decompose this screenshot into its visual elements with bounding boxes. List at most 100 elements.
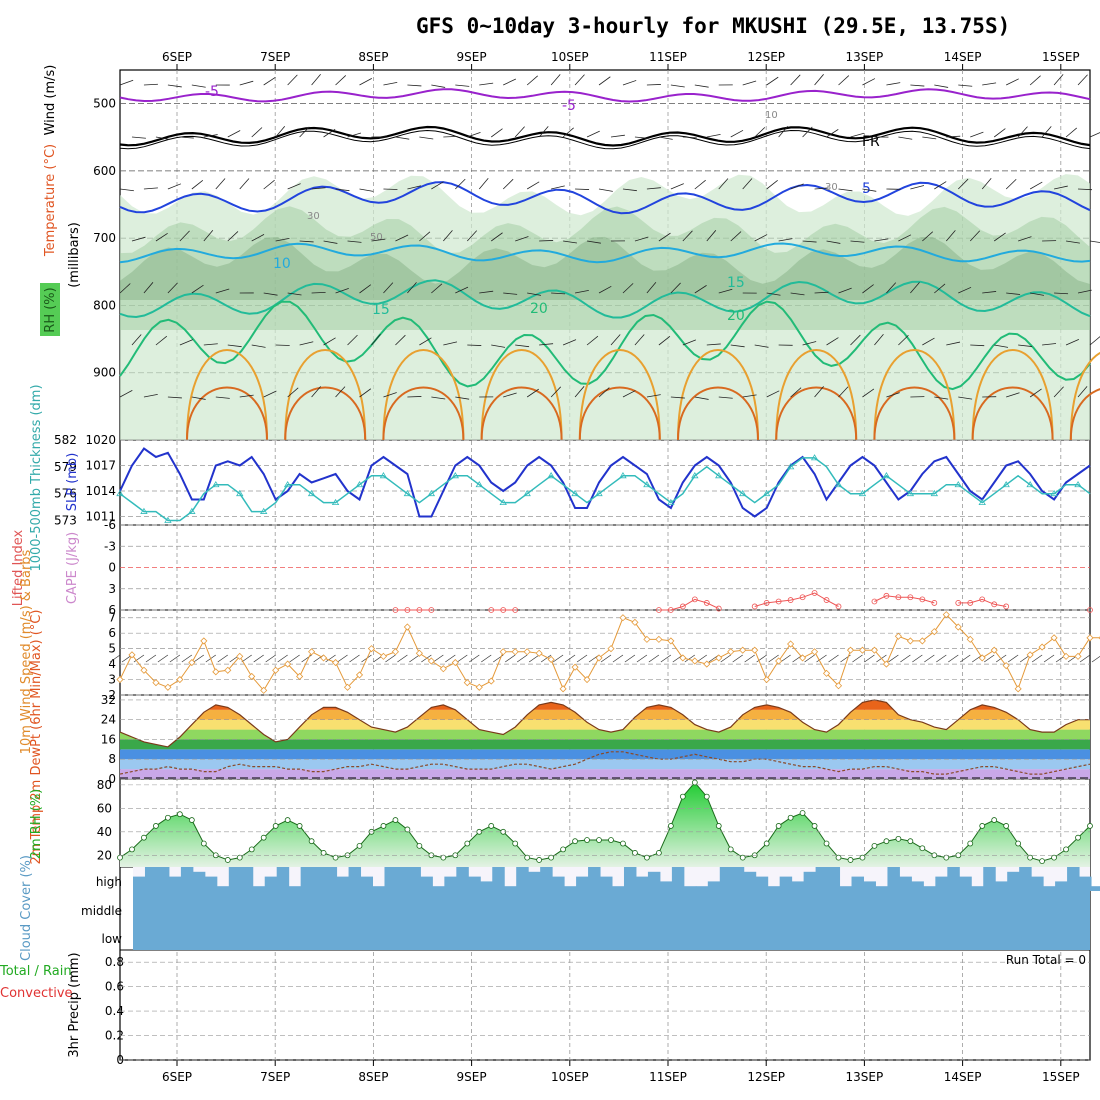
surface-wind-barb <box>983 654 995 663</box>
wind-barb <box>790 183 804 190</box>
cloud-high-bar <box>719 867 733 891</box>
surface-wind-barb <box>684 654 696 663</box>
warm-contour <box>284 386 367 441</box>
cloud-high-bar <box>564 886 577 891</box>
surface-wind-barb <box>576 654 588 663</box>
rh-point <box>847 857 854 863</box>
li-point <box>787 597 794 603</box>
wind-barb <box>395 334 406 346</box>
wind-barb <box>407 185 422 190</box>
temp-bands <box>120 699 1090 779</box>
rh-point <box>632 850 638 856</box>
li-point <box>416 607 423 613</box>
surface-wind-barb <box>1079 654 1091 663</box>
temp-band <box>120 769 1090 779</box>
rh-point <box>153 823 159 829</box>
surface-wind-barb <box>433 654 444 663</box>
wind-barb <box>526 75 538 86</box>
rh-point <box>835 854 842 861</box>
wind-barb <box>347 334 358 346</box>
cloud-high-bar <box>276 867 290 891</box>
cloud-high-bar <box>947 867 960 891</box>
rh-point <box>787 814 794 821</box>
date-label-bottom: 6SEP <box>162 1070 192 1084</box>
wind-barb <box>994 344 1009 348</box>
wind-point <box>284 660 292 668</box>
wind-barb <box>179 136 194 139</box>
wind-point <box>116 675 124 684</box>
warm-contour <box>775 386 858 441</box>
wind-barb <box>335 75 347 86</box>
rh-point <box>1075 834 1081 841</box>
wind-barb <box>1089 336 1100 346</box>
surface-wind-barb <box>960 654 971 663</box>
wind-barb <box>167 84 182 88</box>
cloud-level-high: high <box>96 875 122 889</box>
wind-point <box>751 646 759 654</box>
surface-wind-barb <box>864 654 875 663</box>
wind-barb <box>491 344 506 348</box>
wind-barb <box>778 238 793 242</box>
rh-point <box>548 854 555 861</box>
wind-point <box>164 683 172 691</box>
surface-wind-barb <box>469 654 480 663</box>
cloud-high-bar <box>504 886 517 891</box>
wind-barb <box>574 74 585 86</box>
rh-point <box>464 840 471 847</box>
surface-wind-barb <box>241 654 252 663</box>
wind-barb <box>790 74 801 86</box>
li-point <box>751 603 758 610</box>
cloud-high-bar <box>1079 876 1092 891</box>
temperature-panel: 0 8 16 24 32 <box>101 693 1091 786</box>
wind-barb <box>1006 392 1020 398</box>
wind-point <box>391 648 399 656</box>
temp-axis-label: Temperature (°C) <box>43 144 58 257</box>
wind-barb <box>718 396 733 399</box>
rh-point <box>943 854 950 861</box>
cloud-high-bar <box>312 867 326 891</box>
wind-barb <box>886 282 897 294</box>
rh-point <box>416 842 423 849</box>
rh-tick-label: 60 <box>97 801 112 815</box>
rh-point <box>176 811 183 818</box>
wind-barb <box>407 396 422 398</box>
rh-point <box>679 793 686 800</box>
surface-wind-barb <box>804 654 815 663</box>
li-point <box>907 594 914 601</box>
wind-point <box>463 679 471 687</box>
wind-point <box>1050 634 1058 642</box>
wind-barb <box>610 134 625 138</box>
surface-wind-barb <box>732 654 743 663</box>
wind-barb <box>323 128 336 138</box>
wind-barb <box>898 334 909 346</box>
wind-barb <box>1089 240 1100 243</box>
wind-barb <box>155 136 170 140</box>
warm-contour <box>186 349 268 441</box>
wind-barb <box>586 130 600 138</box>
wind-series-line <box>119 613 1100 692</box>
wind-point <box>1026 651 1034 659</box>
cloud-high-bar <box>923 886 936 891</box>
wind-barb <box>143 394 158 398</box>
cloud-high-bar <box>779 876 793 891</box>
wind-barb <box>311 292 326 294</box>
cloud-high-bar <box>959 876 972 891</box>
wind-point <box>260 686 268 694</box>
wind-barb <box>263 292 278 296</box>
cloud-cover-panel: high middle low <box>81 867 1100 950</box>
wind-barb <box>455 178 466 190</box>
li-point <box>991 601 998 608</box>
cloud-high-bar <box>671 867 685 891</box>
thickness-point <box>762 489 771 497</box>
wind-point <box>427 657 435 665</box>
wind-barb <box>515 236 529 242</box>
slp-tick-label: 1011 <box>85 510 116 524</box>
chart-title: GFS 0~10day 3-hourly for MKUSHI (29.5E, … <box>416 14 1010 38</box>
cloud-level-middle: middle <box>81 904 122 918</box>
surface-wind-barb <box>325 654 336 663</box>
wind-barb <box>1077 74 1088 86</box>
surface-wind-barb <box>744 654 755 663</box>
wind-barb <box>1018 344 1033 347</box>
wind-barb <box>802 240 817 243</box>
cloud-high-bar <box>755 876 769 891</box>
